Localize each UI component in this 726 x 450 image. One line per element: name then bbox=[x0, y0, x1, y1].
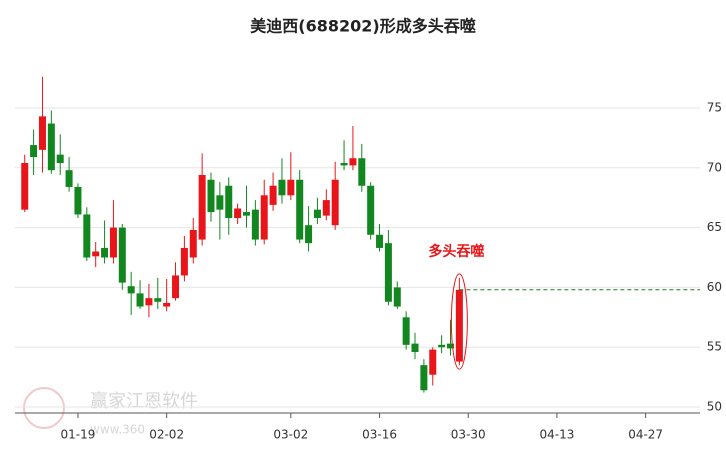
candle-body bbox=[446, 343, 454, 349]
candle-body bbox=[358, 158, 366, 186]
candle-body bbox=[296, 179, 304, 240]
candle-body bbox=[127, 286, 135, 294]
candle-body bbox=[101, 247, 109, 258]
candle-body bbox=[225, 185, 233, 219]
candle-body bbox=[242, 212, 250, 216]
x-tick-label: 01-19 bbox=[61, 428, 96, 442]
candle-body bbox=[251, 209, 259, 240]
candle-body bbox=[313, 209, 321, 219]
x-tick-label: 03-30 bbox=[451, 428, 486, 442]
x-tick-label: 02-02 bbox=[149, 428, 184, 442]
chart-title: 美迪西(688202)形成多头吞噬 bbox=[250, 17, 475, 36]
candle-body bbox=[438, 344, 446, 348]
candle-body bbox=[455, 289, 463, 362]
candle-body bbox=[234, 208, 242, 219]
x-tick-label: 04-27 bbox=[628, 428, 663, 442]
candle-body bbox=[109, 227, 117, 258]
y-tick-label: 70 bbox=[707, 160, 722, 174]
x-tick-label: 03-16 bbox=[362, 428, 397, 442]
candle-body bbox=[322, 200, 330, 216]
candle-body bbox=[420, 365, 428, 391]
candle-body bbox=[376, 234, 384, 248]
candle-body bbox=[74, 186, 82, 215]
candle-body bbox=[384, 243, 392, 302]
candle-body bbox=[269, 185, 277, 205]
candle-body bbox=[393, 287, 401, 307]
annotation-ellipse bbox=[450, 273, 468, 370]
candle-body bbox=[172, 275, 180, 299]
x-tick-label: 04-13 bbox=[539, 428, 574, 442]
candle-body bbox=[65, 170, 73, 187]
candle-body bbox=[136, 293, 144, 307]
candle-body bbox=[83, 214, 91, 258]
candle-body bbox=[198, 174, 206, 240]
candle-body bbox=[367, 185, 375, 235]
candle-body bbox=[340, 163, 348, 166]
y-tick-label: 60 bbox=[707, 280, 722, 294]
candle-body bbox=[189, 229, 197, 258]
y-tick-label: 55 bbox=[707, 340, 722, 354]
candle-body bbox=[30, 145, 38, 158]
candle-body bbox=[216, 195, 224, 210]
candle-body bbox=[38, 116, 46, 150]
y-tick-label: 65 bbox=[707, 220, 722, 234]
y-tick-label: 50 bbox=[707, 400, 722, 414]
candle-body bbox=[402, 317, 410, 345]
y-tick-label: 75 bbox=[707, 100, 722, 114]
annotation: 多头吞噬 bbox=[428, 243, 484, 260]
candle-body bbox=[331, 179, 339, 226]
candle-body bbox=[429, 349, 437, 375]
watermark-logo bbox=[23, 387, 65, 429]
candle-body bbox=[287, 179, 295, 196]
candle-body bbox=[21, 163, 29, 210]
candle-body bbox=[47, 123, 55, 171]
candle-body bbox=[180, 247, 188, 276]
candle-body bbox=[411, 343, 419, 352]
candle-body bbox=[278, 179, 286, 196]
candle-body bbox=[145, 298, 153, 306]
candle-body bbox=[118, 227, 126, 283]
watermark: www.360 bbox=[90, 423, 145, 437]
candle-body bbox=[56, 154, 64, 164]
candle-body bbox=[92, 251, 100, 257]
candle-body bbox=[163, 302, 171, 307]
x-tick-label: 03-02 bbox=[273, 428, 308, 442]
candle-body bbox=[260, 195, 268, 240]
candle-body bbox=[154, 298, 162, 302]
candle-body bbox=[349, 158, 357, 166]
candle-body bbox=[305, 225, 313, 244]
watermark: 赢家江恩软件 bbox=[90, 390, 198, 412]
candle-body bbox=[207, 179, 215, 213]
